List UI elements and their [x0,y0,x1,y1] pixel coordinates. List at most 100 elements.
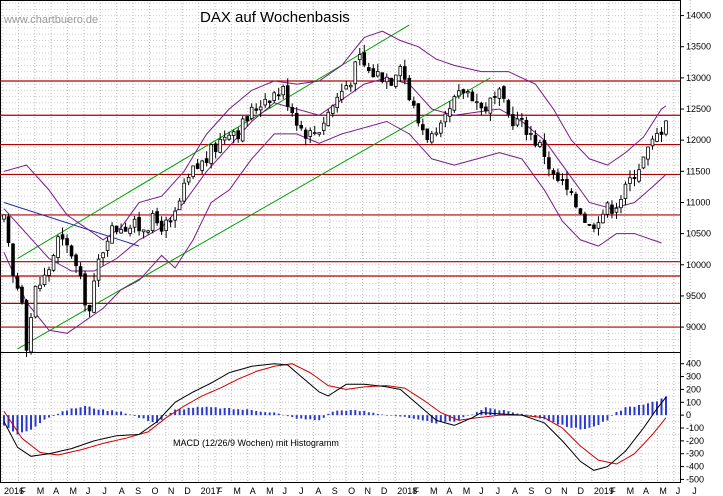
candle-body [493,96,497,98]
candle-body [249,106,254,119]
candle-body [276,94,281,97]
macd-histogram-bar [264,412,267,416]
candle-body [92,280,96,313]
x-tick-label: 2016 [4,486,24,496]
candle-body [632,176,637,180]
candle-body [502,86,506,99]
macd-histogram-bar [493,409,496,416]
macd-histogram-bar [502,410,505,416]
x-tick-label: 2017 [201,486,221,496]
macd-histogram-bar [417,415,420,420]
macd-histogram-bar [196,406,199,416]
macd-histogram-bar [570,415,573,428]
candle-body [294,112,299,126]
candle-body [204,158,209,164]
x-tick-label: M [266,486,274,496]
candle-body [637,169,641,182]
candle-body [375,71,380,77]
macd-histogram-bar [295,415,298,419]
candle-body [56,236,60,258]
downtrend-line [3,202,140,247]
candle-body [191,165,195,177]
macd-histogram-bar [403,415,406,417]
macd-histogram-bar [372,412,375,416]
candle-body [177,200,182,211]
candle-body [384,76,389,83]
candle-body [51,255,56,271]
candle-body [236,130,240,140]
candle-body [96,258,101,281]
candle-body [344,85,349,90]
macd-signal-line [3,363,667,465]
candle-body [407,77,412,101]
x-tick-label: J [692,486,697,496]
candle-body [218,138,222,153]
candle-body [646,146,650,160]
macd-histogram-bar [102,409,105,416]
macd-histogram-bar [529,415,532,416]
macd-histogram-bar [358,411,361,416]
candle-body [565,178,569,190]
macd-y-tick-label: -400 [686,462,704,472]
chart-title: DAX auf Wochenbasis [200,9,350,26]
macd-histogram-bar [282,414,285,416]
candle-body [403,66,407,80]
candle-body [231,131,236,136]
macd-histogram-bar [430,415,433,423]
candle-body [132,218,137,228]
candle-body [434,132,439,135]
macd-histogram-bar [70,408,73,416]
macd-histogram-bar [610,415,613,416]
macd-histogram-bar [57,413,60,416]
macd-histogram-bar [516,413,519,416]
x-tick-label: M [233,486,241,496]
candle-body [114,225,119,233]
candle-body [416,103,421,124]
macd-histogram-bar [138,415,141,418]
macd-histogram-bar [120,411,123,416]
macd-histogram-bar [421,415,424,421]
macd-histogram-bar [318,415,321,421]
candle-body [299,124,304,129]
candle-body [619,199,623,209]
macd-histogram-bar [66,410,69,416]
macd-histogram-bar [250,409,253,416]
candle-body [506,100,511,115]
y-tick-label: 9000 [686,322,706,332]
x-tick-label: A [53,486,59,496]
macd-histogram-bar [520,413,523,416]
macd-histogram-bar [651,401,654,416]
macd-histogram-bar [412,415,415,419]
macd-histogram-bar [21,415,24,433]
macd-histogram-bar [624,407,627,416]
trend-channel-lower [17,77,491,350]
candle-body [556,172,560,181]
candle-body [105,240,110,251]
x-tick-label: A [446,486,452,496]
macd-histogram-bar [408,415,411,419]
macd-histogram-bar [367,412,370,416]
x-tick-label: S [528,486,534,496]
candle-body [461,89,466,94]
candle-body [101,252,105,259]
candle-body [533,134,538,146]
macd-histogram-bar [210,407,213,416]
macd-histogram-bar [223,408,226,416]
macd-histogram-bar [147,415,150,421]
x-tick-label: J [299,486,304,496]
macd-histogram-bar [552,415,555,423]
y-tick-label: 11000 [686,197,710,207]
candle-body [443,113,448,123]
macd-histogram-bar [48,415,51,418]
x-tick-label: 2018 [397,486,417,496]
candle-body [285,85,290,107]
candle-body [2,214,6,220]
y-tick-label: 10500 [686,229,711,239]
candle-body [6,216,11,244]
candle-body [123,226,128,232]
candle-body [240,118,245,142]
candle-body [119,229,123,234]
candle-body [560,179,565,181]
macd-histogram-bar [381,414,384,416]
